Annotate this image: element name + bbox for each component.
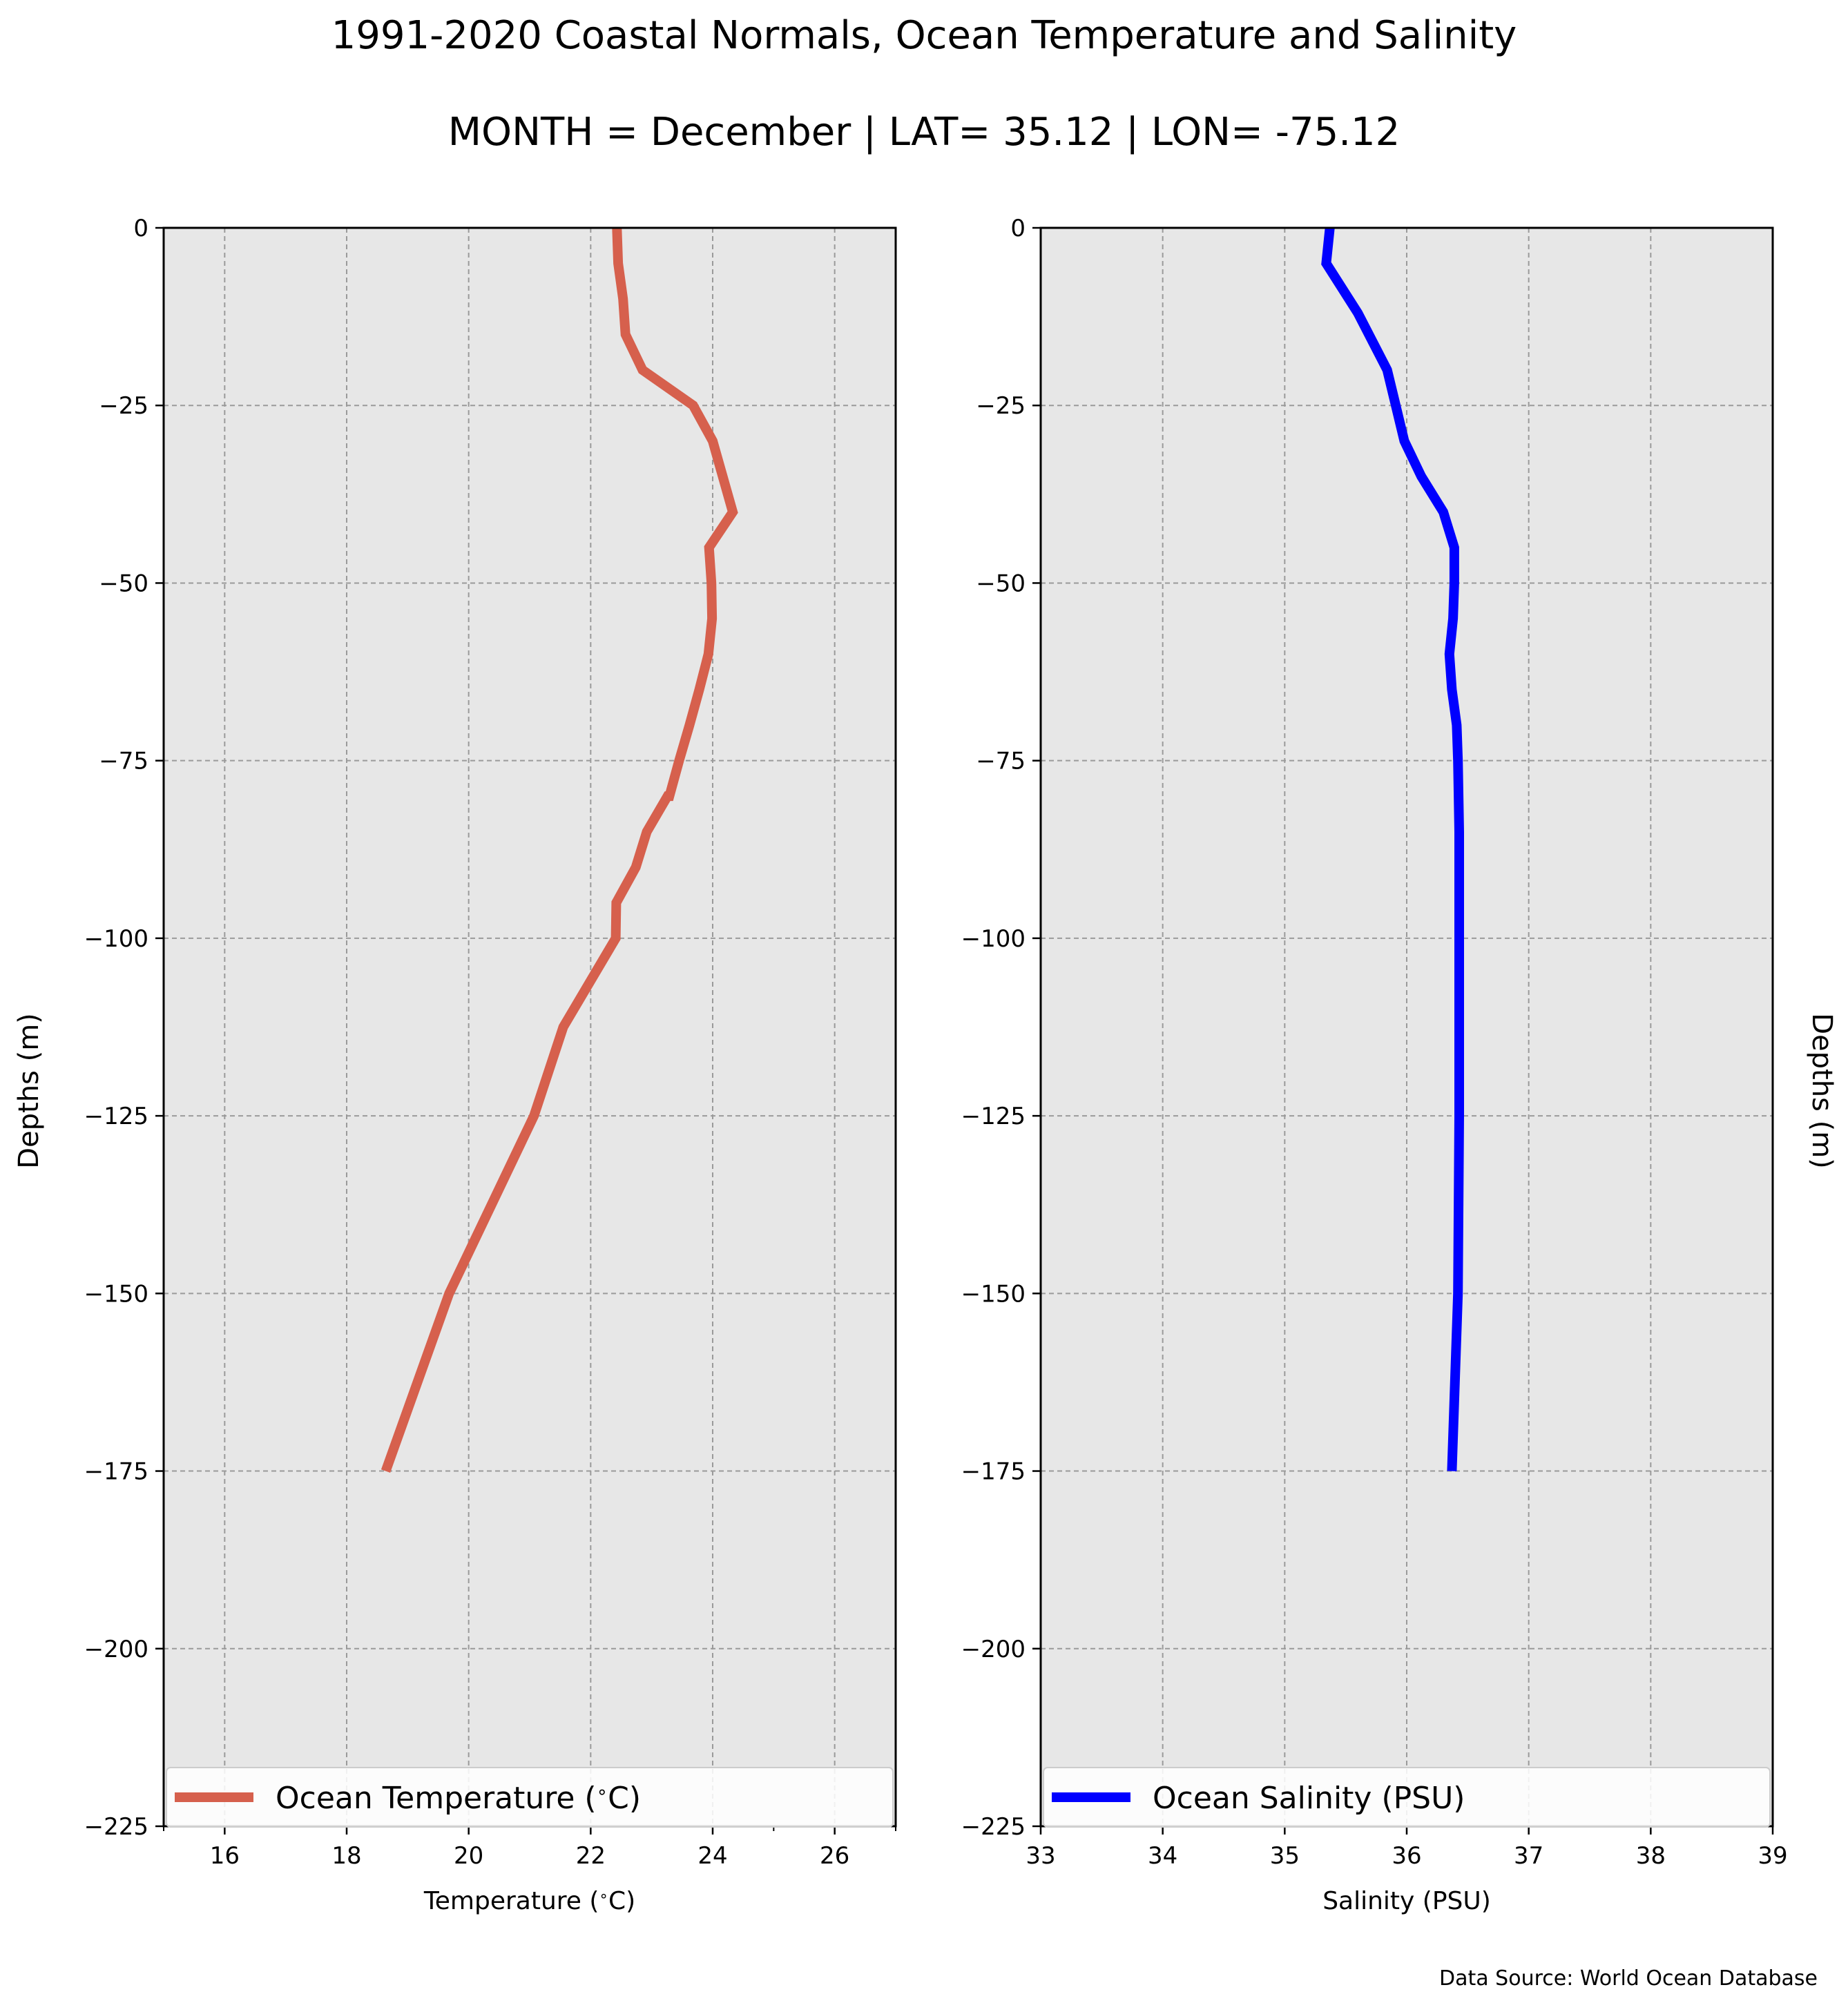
- y-tick-label: 0: [133, 215, 148, 242]
- y-tick-label: −175: [961, 1458, 1026, 1486]
- x-tick-label: 24: [697, 1842, 727, 1870]
- x-axis-label: Temperature (∘C): [423, 1887, 635, 1915]
- left-y-axis-label: Depths (m): [13, 1013, 45, 1169]
- y-tick-label: −200: [961, 1636, 1026, 1663]
- x-tick-label: 26: [820, 1842, 849, 1870]
- x-tick-label: 38: [1636, 1842, 1666, 1870]
- figure-subtitle: MONTH = December | LAT= 35.12 | LON= -75…: [448, 110, 1401, 155]
- y-tick-label: −225: [961, 1813, 1026, 1841]
- y-tick-label: −50: [976, 570, 1026, 597]
- legend-box: [1043, 1767, 1771, 1828]
- x-tick-label: 39: [1758, 1842, 1787, 1870]
- salinity-legend: Ocean Salinity (PSU): [1043, 1767, 1771, 1828]
- x-tick-label: 20: [454, 1842, 483, 1870]
- temperature-series-line: [381, 227, 738, 1473]
- x-tick-label: 34: [1148, 1842, 1177, 1870]
- figure-title: 1991-2020 Coastal Normals, Ocean Tempera…: [331, 13, 1517, 58]
- y-tick-label: −150: [961, 1280, 1026, 1308]
- legend-label: Ocean Temperature (∘C): [276, 1781, 641, 1816]
- y-tick-label: −150: [84, 1280, 148, 1308]
- x-tick-label: 35: [1270, 1842, 1300, 1870]
- x-tick-label: 33: [1026, 1842, 1055, 1870]
- y-tick-label: −100: [961, 925, 1026, 953]
- x-tick-label: 18: [331, 1842, 361, 1870]
- y-tick-label: −225: [84, 1813, 148, 1841]
- legend-box: [166, 1767, 894, 1828]
- plot-area: [164, 228, 896, 1826]
- salinity-series-line: [1321, 227, 1464, 1471]
- temperature-panel: 0 −25 −50 −75 −100 −125 −150 −175 −200 −225 16 18 20…: [84, 215, 897, 1915]
- y-tick-label: −75: [99, 748, 148, 775]
- y-tick-label: −125: [961, 1103, 1026, 1130]
- data-source-note: Data Source: World Ocean Database: [1439, 1966, 1818, 1991]
- right-y-axis-label: Depths (m): [1806, 1013, 1838, 1169]
- y-tick-label: −200: [84, 1636, 148, 1663]
- y-tick-label: −25: [99, 392, 148, 420]
- y-tick-label: −125: [84, 1103, 148, 1130]
- y-tick-label: 0: [1010, 215, 1026, 242]
- legend-label: Ocean Salinity (PSU): [1153, 1781, 1465, 1816]
- y-tick-label: −100: [84, 925, 148, 953]
- x-axis-label: Salinity (PSU): [1322, 1887, 1491, 1915]
- x-tick-label: 37: [1514, 1842, 1543, 1870]
- temperature-legend: Ocean Temperature (∘C): [166, 1767, 894, 1828]
- y-tick-label: −175: [84, 1458, 148, 1486]
- x-tick-label: 36: [1392, 1842, 1421, 1870]
- y-tick-label: −75: [976, 748, 1026, 775]
- x-tick-label: 22: [576, 1842, 606, 1870]
- y-tick-label: −50: [99, 570, 148, 597]
- y-tick-label: −25: [976, 392, 1026, 420]
- x-tick-label: 16: [210, 1842, 240, 1870]
